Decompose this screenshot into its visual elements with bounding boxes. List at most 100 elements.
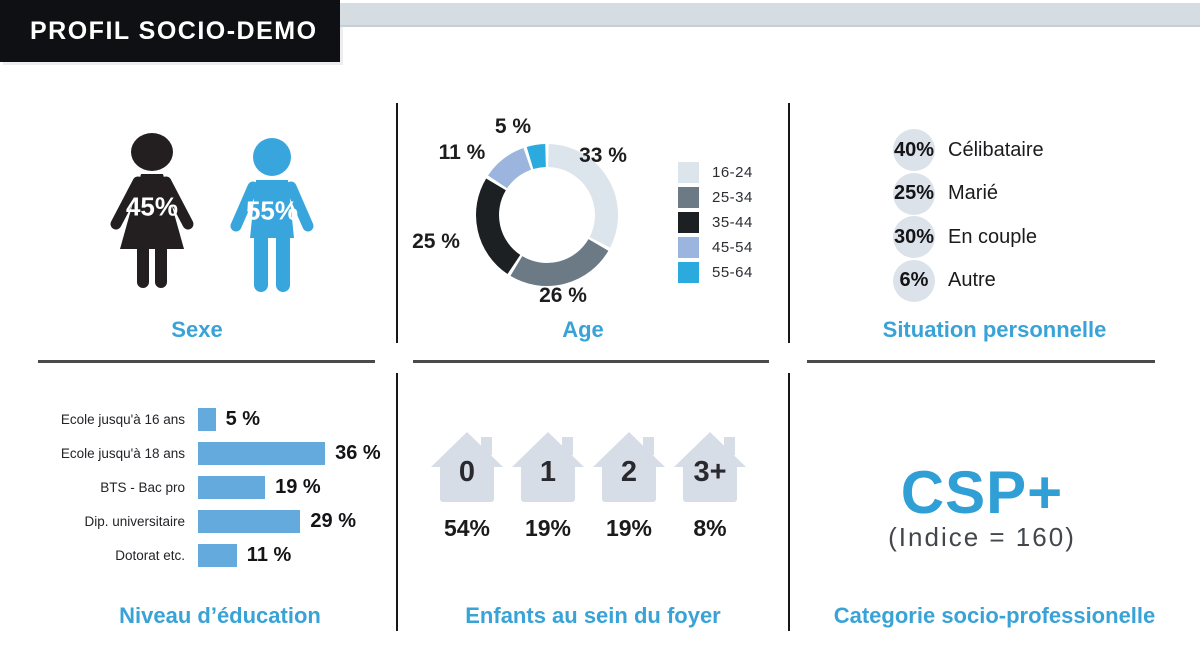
age-value-label-16-24: 33 % — [579, 144, 627, 167]
legend-label: 16-24 — [712, 164, 753, 181]
legend-label: 45-54 — [712, 239, 753, 256]
age-value-label-35-44: 25 % — [412, 230, 460, 253]
education-row-label: Ecole jusqu'à 18 ans — [60, 446, 185, 461]
male-icon — [230, 138, 314, 292]
house-percentage: 54% — [443, 515, 491, 541]
csp-headline: CSP+ — [900, 459, 1064, 526]
female-percentage: 45% — [125, 191, 179, 222]
legend-item-55-64: 55-64 — [678, 262, 753, 283]
house-percentage: 19% — [605, 515, 653, 541]
legend-swatch — [678, 187, 699, 208]
education-row: Dotorat etc. 11 % — [25, 544, 395, 567]
situation-list: 40% Célibataire 25% Marié 30% En couple 6% Autr… — [893, 129, 1044, 303]
house-count-label: 2 — [620, 456, 638, 488]
education-row-value: 5 % — [225, 408, 261, 430]
education-title: Niveau d’éducation — [119, 603, 321, 628]
house-icon — [593, 432, 665, 502]
legend-label: 25-34 — [712, 189, 753, 206]
legend-item-16-24: 16-24 — [678, 162, 753, 183]
legend-item-45-54: 45-54 — [678, 237, 753, 258]
legend-item-35-44: 35-44 — [678, 212, 753, 233]
education-bar — [198, 510, 301, 533]
csp-title: Categorie socio-professionelle — [833, 603, 1156, 628]
legend-label: 55-64 — [712, 264, 753, 281]
education-bar — [198, 442, 326, 465]
legend-swatch — [678, 212, 699, 233]
divider-vertical-right-bottom — [788, 373, 790, 631]
situation-percent-circle: 30% — [893, 216, 935, 258]
age-slice-45-54 — [488, 148, 532, 189]
age-slice-16-24 — [547, 144, 618, 248]
education-row-label: Ecole jusqu'à 16 ans — [60, 412, 185, 427]
situation-row: 40% Célibataire — [893, 129, 1044, 171]
divider-horizontal-3 — [807, 360, 1155, 363]
house-item-0: 0 54% — [430, 430, 504, 542]
education-bar-chart: Ecole jusqu'à 16 ans 5 % Ecole jusqu'à 18 … — [25, 408, 395, 578]
female-icon — [110, 133, 194, 288]
education-row-label: Dotorat etc. — [115, 548, 185, 563]
house-icon — [431, 432, 503, 502]
divider-horizontal-2 — [413, 360, 769, 363]
house-count-label: 3+ — [693, 456, 727, 488]
house-count-label: 0 — [458, 456, 476, 488]
legend-label: 35-44 — [712, 214, 753, 231]
age-slice-55-64 — [526, 144, 547, 170]
education-bar — [198, 408, 216, 431]
house-item-3+: 3+ 8% — [673, 430, 747, 542]
situation-title: Situation personnelle — [882, 317, 1107, 342]
education-bar — [198, 544, 237, 567]
education-bar — [198, 476, 266, 499]
legend-swatch — [678, 262, 699, 283]
situation-label: Marié — [948, 182, 999, 204]
legend-swatch — [678, 237, 699, 258]
house-percentage: 8% — [693, 515, 727, 541]
education-row-value: 11 % — [246, 544, 292, 566]
house-icon — [674, 432, 746, 502]
age-legend: 16-24 25-34 35-44 45-54 55-64 — [678, 162, 753, 287]
situation-percent-circle: 6% — [893, 259, 935, 302]
divider-vertical-left-top — [396, 103, 398, 343]
age-value-label-55-64: 5 % — [494, 115, 532, 138]
situation-row: 30% En couple — [893, 216, 1044, 258]
education-row: BTS - Bac pro 19 % — [25, 476, 395, 499]
age-slice-25-34 — [510, 238, 609, 286]
age-donut-chart — [476, 144, 618, 286]
situation-percent-circle: 40% — [893, 129, 935, 171]
divider-vertical-left-bottom — [396, 373, 398, 631]
education-row-value: 36 % — [335, 442, 381, 464]
enfants-title: Enfants au sein du foyer — [465, 603, 721, 628]
page-title: PROFIL SOCIO-DEMO — [30, 16, 318, 45]
situation-label: Autre — [948, 269, 996, 291]
education-row: Ecole jusqu'à 16 ans 5 % — [25, 408, 395, 431]
education-row: Ecole jusqu'à 18 ans 36 % — [25, 442, 395, 465]
header-accent-bar — [340, 3, 1200, 27]
divider-horizontal-1 — [38, 360, 375, 363]
csp-indice: (Indice = 160) — [888, 522, 1076, 552]
house-percentage: 19% — [524, 515, 572, 541]
situation-row: 6% Autre — [893, 259, 1044, 302]
situation-label: Célibataire — [948, 138, 1044, 161]
male-percentage: 55% — [245, 195, 299, 226]
education-row-value: 29 % — [310, 510, 356, 532]
legend-item-25-34: 25-34 — [678, 187, 753, 208]
house-count-label: 1 — [539, 456, 557, 488]
situation-label: En couple — [948, 225, 1037, 248]
education-row-value: 19 % — [275, 476, 321, 498]
education-row-label: BTS - Bac pro — [100, 480, 185, 495]
education-row-label: Dip. universitaire — [84, 514, 185, 529]
age-value-label-25-34: 26 % — [539, 284, 587, 307]
situation-percent-circle: 25% — [893, 172, 935, 215]
situation-row: 25% Marié — [893, 172, 1044, 215]
house-item-2: 2 19% — [592, 430, 666, 542]
age-value-label-45-54: 11 % — [438, 141, 486, 164]
house-item-1: 1 19% — [511, 430, 585, 542]
age-slice-35-44 — [476, 178, 521, 274]
header-title-box: PROFIL SOCIO-DEMO — [0, 0, 340, 62]
age-title: Age — [562, 317, 604, 342]
house-icon — [512, 432, 584, 502]
education-row: Dip. universitaire 29 % — [25, 510, 395, 533]
sexe-title: Sexe — [171, 317, 223, 342]
divider-vertical-right-top — [788, 103, 790, 343]
legend-swatch — [678, 162, 699, 183]
